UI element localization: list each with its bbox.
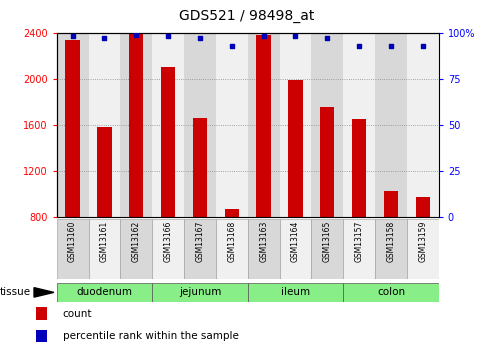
Bar [384,191,398,217]
Point [164,34,172,39]
Bar [375,33,407,217]
Point [196,36,204,41]
Bar [288,80,303,217]
Point [101,36,108,41]
Bar [97,127,111,217]
Bar [256,35,271,217]
Bar [120,219,152,279]
Bar [152,219,184,279]
Bar [57,33,89,217]
Bar [320,107,334,217]
Point [387,43,395,48]
Bar [57,219,89,279]
Bar [280,33,312,217]
Bar [184,33,216,217]
Text: GSM13163: GSM13163 [259,221,268,262]
Text: duodenum: duodenum [76,287,133,297]
Text: GSM13165: GSM13165 [323,221,332,262]
Bar [184,219,216,279]
Bar [312,33,343,217]
Bar [416,197,430,217]
Bar [89,33,120,217]
Point [355,43,363,48]
Bar [247,33,280,217]
Text: GSM13168: GSM13168 [227,221,236,262]
Bar [407,33,439,217]
Point [132,32,140,37]
Text: GSM13164: GSM13164 [291,221,300,262]
Text: GSM13166: GSM13166 [164,221,173,262]
Bar [89,219,120,279]
Text: GSM13161: GSM13161 [100,221,109,262]
Bar [120,33,152,217]
Bar [66,40,80,217]
Point [260,34,268,39]
Bar [152,283,247,302]
Text: GDS521 / 98498_at: GDS521 / 98498_at [179,9,314,23]
Point [228,43,236,48]
Bar [216,219,247,279]
Bar [152,33,184,217]
Text: GSM13162: GSM13162 [132,221,141,262]
Bar [247,219,280,279]
Bar [280,219,312,279]
Bar [375,219,407,279]
Bar [343,219,375,279]
Bar [36,307,47,320]
Point [419,43,427,48]
Text: colon: colon [377,287,405,297]
Text: GSM13167: GSM13167 [195,221,205,262]
Text: ileum: ileum [281,287,310,297]
Text: jejunum: jejunum [179,287,221,297]
Bar [129,34,143,217]
Bar [343,283,439,302]
Text: GSM13158: GSM13158 [387,221,395,262]
Point [291,34,299,39]
Text: count: count [63,308,92,318]
Polygon shape [34,288,54,297]
Bar [225,209,239,217]
Bar [57,283,152,302]
Bar [352,119,366,217]
Bar [407,219,439,279]
Text: GSM13159: GSM13159 [419,221,427,262]
Bar [343,33,375,217]
Bar [312,219,343,279]
Bar [193,118,207,217]
Bar [36,330,47,342]
Point [69,34,76,39]
Bar [161,67,176,217]
Point [323,36,331,41]
Bar [247,283,343,302]
Text: GSM13157: GSM13157 [354,221,364,262]
Text: tissue: tissue [0,287,31,297]
Text: GSM13160: GSM13160 [68,221,77,262]
Text: percentile rank within the sample: percentile rank within the sample [63,331,239,341]
Bar [216,33,247,217]
